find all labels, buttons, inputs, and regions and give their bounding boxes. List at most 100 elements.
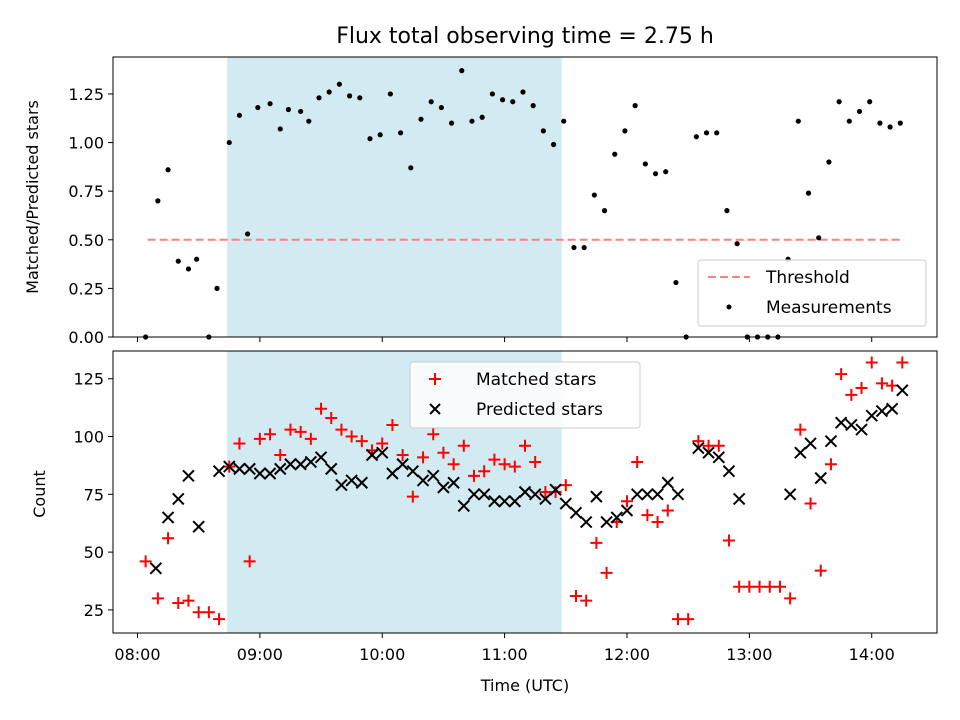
matched-stars-point	[580, 594, 593, 607]
predicted-stars-point	[732, 492, 746, 506]
matched-stars-point	[692, 435, 705, 448]
measurements-point	[632, 103, 638, 109]
matched-stars-point	[773, 580, 786, 593]
measurements-point	[601, 208, 608, 214]
predicted-stars-point	[804, 437, 817, 450]
predicted-stars-point	[161, 511, 175, 524]
measurements-point	[155, 198, 161, 204]
predicted-stars-point	[885, 402, 899, 415]
matched-stars-point	[529, 455, 542, 468]
bottom-y-axis-label: Count	[30, 470, 49, 518]
matched-stars-point	[814, 564, 827, 577]
bottom-x-tick-label: 09:00	[237, 645, 283, 664]
matched-stars-point	[478, 465, 491, 478]
predicted-stars-point	[416, 474, 430, 487]
bottom-x-tick-label: 10:00	[359, 645, 405, 664]
measurements-point	[734, 241, 740, 247]
matched-stars-point	[661, 504, 674, 517]
measurements-point	[673, 279, 679, 286]
matched-stars-point	[139, 555, 152, 568]
measurements-point	[316, 95, 322, 101]
predicted-stars-point	[427, 469, 440, 483]
top-y-tick-label: 1.25	[68, 85, 104, 104]
measurements-point	[652, 171, 659, 177]
predicted-stars-point	[182, 469, 195, 483]
predicted-stars-point	[172, 492, 185, 506]
matched-stars-point	[243, 555, 256, 568]
top-panel-matched-predicted-ratio: 0.00 0.25 0.50 0.75 1.00 1.25	[68, 56, 938, 347]
matched-stars-point	[875, 377, 888, 390]
measurements-point	[663, 169, 669, 175]
measurements-point	[846, 118, 852, 124]
predicted-stars-point	[345, 474, 358, 487]
matched-stars-point	[508, 460, 521, 473]
measurements-point	[387, 91, 393, 97]
matched-stars-point	[702, 439, 715, 452]
predicted-stars-point	[396, 458, 409, 471]
predicted-stars-point	[478, 488, 491, 501]
predicted-stars-point	[722, 464, 736, 478]
measurements-point	[255, 104, 261, 111]
matched-stars-point	[274, 449, 287, 462]
predicted-stars-point	[447, 476, 460, 489]
predicted-stars-point	[233, 462, 246, 476]
measurements-point	[175, 258, 181, 264]
legend-predicted-stars-label: Predicted stars	[476, 400, 603, 420]
measurements-point	[550, 141, 557, 148]
predicted-stars-point	[896, 384, 909, 397]
measurements-point	[236, 112, 243, 118]
measurements-point	[459, 68, 465, 74]
legend-measurements-swatch	[726, 304, 732, 310]
predicted-stars-point	[243, 462, 256, 476]
matched-stars-point	[417, 451, 430, 464]
matched-stars-point	[182, 594, 195, 607]
predicted-stars-point	[630, 488, 644, 501]
matched-stars-point	[304, 432, 317, 445]
measurements-point	[285, 106, 292, 113]
predicted-stars-point	[498, 495, 511, 508]
predicted-stars-point	[539, 492, 552, 506]
matched-stars-point	[315, 402, 328, 415]
measurements-point	[226, 139, 232, 146]
measurements-point	[367, 136, 373, 142]
predicted-stars-point	[212, 464, 226, 478]
bottom-y-tick-label: 125	[73, 370, 104, 389]
predicted-stars-point	[814, 471, 827, 485]
bottom-x-tick-label: 11:00	[482, 645, 528, 664]
predicted-stars-point	[518, 485, 532, 499]
measurements-point	[469, 118, 475, 124]
matched-stars-point	[743, 580, 756, 593]
measurements-point	[306, 118, 312, 124]
legend-matched-stars-label: Matched stars	[476, 370, 596, 390]
matched-stars-point	[804, 497, 817, 510]
predicted-stars-point	[692, 441, 705, 455]
predicted-stars-point	[620, 504, 634, 517]
matched-stars-point	[519, 439, 531, 452]
bottom-x-tick-label: 08:00	[114, 645, 160, 664]
top-y-tick-label: 0.25	[68, 279, 104, 298]
matched-stars-point	[845, 388, 858, 401]
predicted-stars-point	[641, 488, 654, 501]
measurements-point	[377, 132, 383, 138]
predicted-stars-point	[712, 451, 725, 464]
matched-stars-point	[468, 469, 481, 482]
matched-stars-point	[671, 613, 684, 626]
measurements-point	[277, 126, 283, 132]
matched-stars-point	[325, 412, 338, 425]
matched-stars-point	[722, 534, 735, 547]
matched-stars-point	[335, 423, 348, 436]
measurements-point	[438, 104, 444, 111]
matched-stars-point	[253, 432, 266, 445]
matched-stars-point	[213, 613, 226, 626]
predicted-stars-point	[406, 464, 420, 478]
predicted-stars-point	[294, 458, 307, 471]
measurements-point	[346, 93, 353, 99]
measurements-point	[489, 91, 495, 97]
matched-stars-point	[549, 486, 562, 498]
legend-predicted-stars-swatch	[429, 403, 441, 415]
predicted-stars-point	[875, 404, 889, 418]
bottom-axes-frame	[112, 350, 938, 634]
measurements-point	[510, 99, 516, 105]
predicted-stars-point	[508, 495, 522, 508]
measurements-point	[642, 161, 648, 167]
